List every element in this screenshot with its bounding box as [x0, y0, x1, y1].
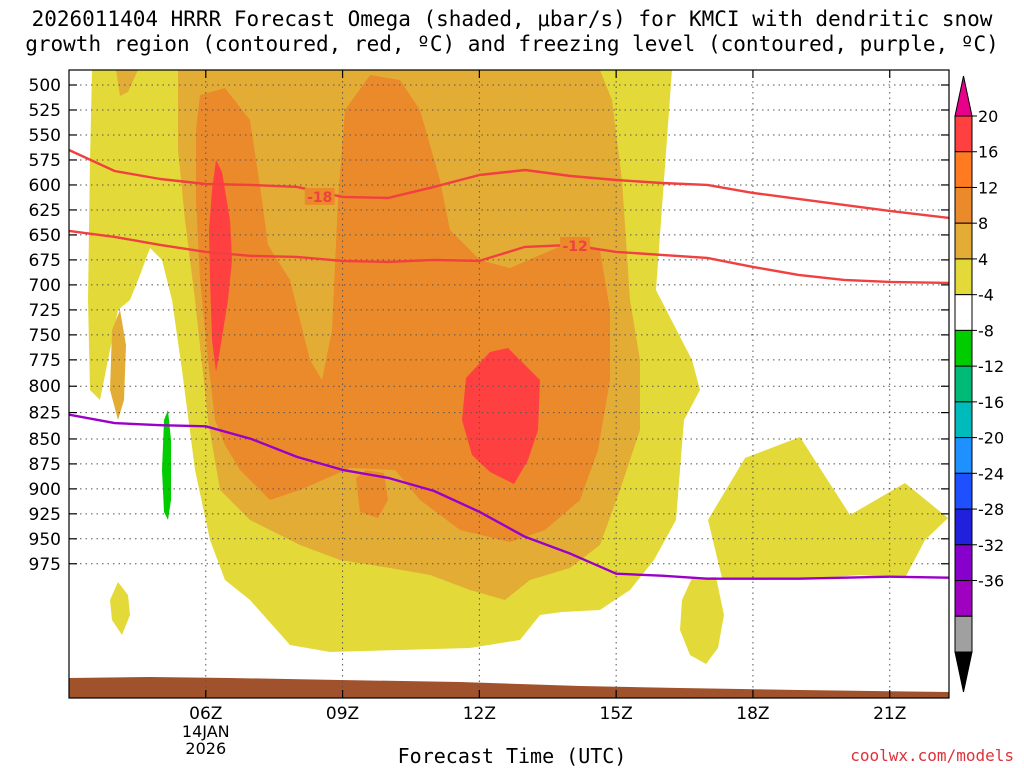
grid-lines: [69, 70, 949, 698]
y-tick-label: 875: [29, 455, 61, 475]
y-tick-label: 725: [29, 301, 61, 321]
omega-4-8-patch: [110, 582, 130, 635]
colorbar-swatch: [954, 258, 973, 296]
colorbar-swatch: [954, 151, 973, 188]
colorbar-swatch: [954, 580, 973, 617]
plot-frame: [68, 69, 950, 699]
colorbar-label: -16: [978, 393, 1004, 412]
colorbar-swatch: [954, 615, 973, 653]
colorbar-swatch: [954, 472, 973, 510]
colorbar-label: 8: [978, 214, 988, 233]
colorbar-swatch: [954, 508, 973, 546]
colorbar-label: -20: [978, 429, 1004, 448]
dgz-contour-minus-18: [69, 148, 949, 220]
x-tick-label: 21Z: [873, 704, 906, 724]
omega-12-16-patch: [356, 470, 388, 518]
omega-16-20-core: [462, 348, 540, 484]
y-tick-label: 600: [29, 176, 61, 196]
y-tick-label: 925: [29, 505, 61, 525]
y-tick-label: 525: [29, 101, 61, 121]
omega-neg-8-4-patch: [162, 410, 171, 520]
colorbar-label: -32: [978, 536, 1004, 555]
colorbar-swatch: [954, 401, 973, 439]
omega-4-8-patch: [708, 437, 948, 580]
omega-16-20-core: [209, 160, 232, 372]
contour-label: -18: [307, 190, 332, 206]
x-tick-label: 12Z: [463, 704, 496, 724]
omega-8-12-patch: [110, 310, 126, 420]
y-tick-label: 825: [29, 404, 61, 424]
colorbar-label: 12: [978, 178, 998, 197]
colorbar-swatch: [954, 437, 973, 474]
colorbar-label: -28: [978, 500, 1004, 519]
credit-text: coolwx.com/models: [850, 746, 1014, 765]
colorbar-swatch: [954, 222, 973, 260]
colorbar-swatch: [954, 329, 973, 367]
chart-title-line-1: 2026011404 HRRR Forecast Omega (shaded, …: [31, 7, 993, 31]
y-tick-label: 700: [29, 276, 61, 296]
freezing-level-contour: [69, 413, 949, 580]
colorbar-top-arrow: [954, 75, 973, 117]
omega-4-8-patch: [680, 577, 724, 664]
contour-label-background: [560, 236, 591, 254]
y-tick-label: 950: [29, 530, 61, 550]
colorbar-label: -4: [978, 286, 994, 305]
y-tick-label: 775: [29, 351, 61, 371]
y-tick-label: 900: [29, 480, 61, 500]
contour-labels: -18 -12: [304, 187, 591, 255]
dgz-contour-minus-12: [69, 229, 949, 285]
y-axis: 500 525 550 575 600 625 650 675 700 725 750 775 800 8…: [29, 76, 949, 575]
chart-title-line-2: growth region (contoured, red, ºC) and f…: [25, 32, 999, 56]
y-tick-label: 675: [29, 251, 61, 271]
y-tick-label: 800: [29, 377, 61, 397]
x-tick-sublabel: 2026: [185, 739, 226, 758]
y-tick-label: 625: [29, 201, 61, 221]
x-tick-label: 09Z: [326, 704, 359, 724]
omega-shading: [69, 70, 949, 698]
contour-label: -12: [562, 239, 587, 255]
colorbar-swatch: [954, 365, 973, 403]
contour-label-background: [304, 187, 335, 205]
colorbar-label: 4: [978, 250, 988, 269]
y-tick-label: 850: [29, 430, 61, 450]
colorbar-swatch: [954, 294, 973, 331]
x-tick-sublabel: 14JAN: [182, 722, 230, 741]
x-tick-label: 18Z: [736, 704, 769, 724]
terrain-surface: [69, 677, 949, 698]
y-tick-label: 975: [29, 555, 61, 575]
colorbar-label: 16: [978, 143, 998, 162]
y-tick-label: 650: [29, 226, 61, 246]
y-tick-label: 500: [29, 76, 61, 96]
colorbar-label: 20: [978, 107, 998, 126]
colorbar-swatch: [954, 115, 973, 153]
colorbar-swatch: [954, 544, 973, 582]
x-axis-title: Forecast Time (UTC): [397, 744, 627, 768]
colorbar-bottom-arrow: [954, 651, 973, 693]
colorbar-label: -24: [978, 464, 1004, 483]
colorbar: 20 16 12 8 4 -4 -8 -12 -16 -20 -24 -28 -32 -36: [954, 75, 1004, 693]
x-tick-label: 15Z: [600, 704, 633, 724]
y-tick-label: 750: [29, 326, 61, 346]
colorbar-label: -36: [978, 572, 1004, 591]
y-tick-label: 575: [29, 151, 61, 171]
x-tick-label: 06Z: [189, 704, 222, 724]
contour-lines: [69, 148, 949, 580]
colorbar-label: -12: [978, 357, 1004, 376]
colorbar-label: -8: [978, 321, 994, 340]
y-tick-label: 550: [29, 126, 61, 146]
omega-8-12-patch: [116, 70, 138, 96]
colorbar-swatch: [954, 186, 973, 224]
